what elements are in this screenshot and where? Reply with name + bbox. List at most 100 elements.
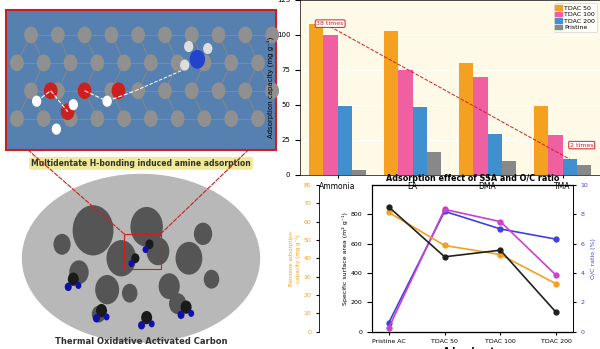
Circle shape	[159, 27, 171, 43]
Circle shape	[38, 111, 50, 126]
Circle shape	[79, 83, 91, 98]
Circle shape	[239, 27, 251, 43]
Circle shape	[11, 111, 23, 126]
Circle shape	[212, 27, 225, 43]
Circle shape	[25, 27, 37, 43]
Y-axis label: Benzene adsorption
capacity (mg g⁻¹): Benzene adsorption capacity (mg g⁻¹)	[289, 231, 301, 286]
Circle shape	[181, 60, 188, 70]
Circle shape	[185, 83, 198, 98]
Polygon shape	[23, 174, 259, 342]
Circle shape	[65, 283, 71, 290]
Bar	[502, 161, 516, 174]
Bar	[459, 63, 473, 174]
Bar	[473, 77, 487, 174]
Circle shape	[112, 83, 125, 98]
Circle shape	[266, 27, 278, 43]
Circle shape	[105, 83, 118, 98]
Title: Adsorption effect of SSA and O/C ratio: Adsorption effect of SSA and O/C ratio	[386, 174, 559, 183]
Bar	[563, 159, 577, 174]
Circle shape	[54, 235, 70, 254]
Bar	[5, 10, 277, 150]
Circle shape	[149, 321, 154, 327]
Circle shape	[70, 261, 88, 283]
Text: 2 times: 2 times	[570, 143, 593, 148]
Bar	[534, 106, 548, 174]
Circle shape	[122, 284, 137, 302]
Circle shape	[172, 111, 184, 126]
Circle shape	[52, 27, 64, 43]
Legend: TDAC 50, TDAC 100, TDAC 200, Pristine: TDAC 50, TDAC 100, TDAC 200, Pristine	[554, 3, 597, 32]
Bar	[384, 31, 398, 174]
Circle shape	[92, 306, 105, 322]
Circle shape	[91, 111, 103, 126]
Circle shape	[70, 100, 77, 110]
Circle shape	[105, 27, 118, 43]
Circle shape	[64, 55, 77, 70]
Circle shape	[61, 104, 74, 119]
Circle shape	[44, 83, 57, 98]
Circle shape	[198, 55, 211, 70]
Circle shape	[181, 301, 191, 313]
Circle shape	[198, 111, 211, 126]
Circle shape	[178, 311, 184, 318]
Circle shape	[190, 51, 205, 68]
Circle shape	[132, 83, 145, 98]
Circle shape	[225, 55, 238, 70]
Circle shape	[96, 276, 118, 304]
Text: Multidentate H-bonding induced amine adsorption: Multidentate H-bonding induced amine ads…	[31, 159, 251, 168]
Bar	[398, 70, 413, 174]
Circle shape	[145, 111, 157, 126]
Circle shape	[159, 83, 171, 98]
Circle shape	[129, 261, 134, 266]
Bar	[487, 134, 502, 174]
Y-axis label: Adsorption capacity (mg g⁻¹): Adsorption capacity (mg g⁻¹)	[266, 37, 274, 138]
Circle shape	[225, 111, 238, 126]
Circle shape	[73, 206, 113, 255]
Circle shape	[194, 223, 212, 244]
Circle shape	[185, 27, 198, 43]
Circle shape	[118, 111, 130, 126]
Circle shape	[176, 243, 202, 274]
Circle shape	[132, 254, 139, 262]
Circle shape	[79, 27, 91, 43]
Bar	[548, 135, 563, 174]
Circle shape	[52, 83, 64, 98]
Y-axis label: Specific surface area (m² g⁻¹): Specific surface area (m² g⁻¹)	[342, 212, 348, 305]
Circle shape	[38, 55, 50, 70]
Circle shape	[52, 124, 61, 134]
Circle shape	[147, 238, 169, 265]
Circle shape	[107, 241, 136, 276]
Circle shape	[239, 83, 251, 98]
Circle shape	[212, 83, 225, 98]
Circle shape	[146, 240, 153, 248]
X-axis label: Adsorbents: Adsorbents	[443, 347, 502, 349]
Circle shape	[33, 96, 41, 106]
Circle shape	[103, 96, 111, 106]
Circle shape	[189, 311, 193, 316]
Circle shape	[104, 314, 109, 320]
Circle shape	[170, 294, 185, 313]
Bar	[427, 152, 441, 174]
Bar	[309, 24, 323, 174]
Bar	[352, 170, 366, 174]
Circle shape	[91, 55, 103, 70]
Bar	[413, 107, 427, 174]
Text: 38 times: 38 times	[317, 21, 344, 26]
Circle shape	[142, 312, 151, 324]
Circle shape	[139, 322, 145, 329]
Circle shape	[132, 27, 145, 43]
Circle shape	[204, 44, 212, 53]
Circle shape	[143, 247, 148, 252]
Circle shape	[252, 111, 264, 126]
Circle shape	[266, 83, 278, 98]
Circle shape	[76, 283, 80, 288]
Circle shape	[79, 83, 91, 98]
Circle shape	[11, 55, 23, 70]
Circle shape	[185, 42, 193, 51]
Circle shape	[172, 55, 184, 70]
Circle shape	[97, 305, 106, 317]
Text: Thermal Oxidative Activated Carbon: Thermal Oxidative Activated Carbon	[55, 336, 227, 346]
Circle shape	[68, 273, 78, 285]
Circle shape	[205, 270, 218, 288]
Y-axis label: O/C ratio (%): O/C ratio (%)	[591, 238, 596, 279]
